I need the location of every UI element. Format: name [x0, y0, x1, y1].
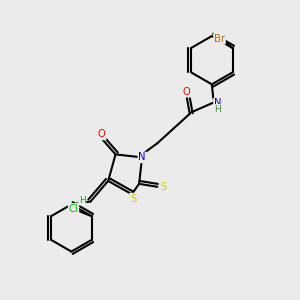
Text: O: O [183, 87, 191, 97]
Text: Br: Br [214, 34, 225, 44]
Text: H: H [214, 105, 221, 114]
Text: N: N [138, 152, 146, 162]
Text: O: O [98, 129, 106, 140]
Text: Cl: Cl [69, 204, 78, 214]
Text: N: N [214, 98, 221, 109]
Text: S: S [160, 182, 167, 192]
Text: S: S [130, 194, 136, 204]
Text: H: H [79, 196, 86, 205]
